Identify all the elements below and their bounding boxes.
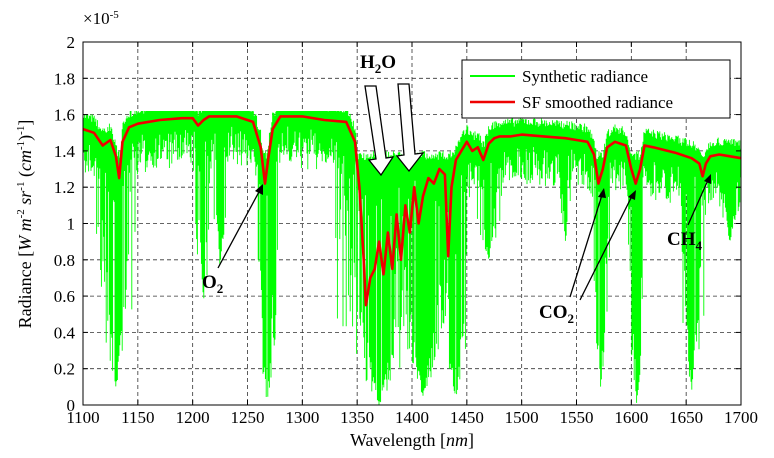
x-tick-label: 1200 (176, 408, 210, 427)
axis-ticks (82, 41, 742, 406)
x-tick-label: 1600 (614, 408, 648, 427)
x-tick-label: 1550 (560, 408, 594, 427)
y-tick-label: 0 (67, 396, 76, 415)
annotation-o2-arrowhead (255, 184, 263, 195)
annotation-ch4-arrow (687, 179, 709, 226)
y-multiplier: ×10-5 (83, 9, 119, 28)
y-tick-label: 1.8 (54, 69, 75, 88)
y-axis-label: Radiance [W m-2 sr-1 (cm-1)-1] (15, 120, 36, 329)
annotation-o2-arrow (217, 189, 261, 269)
annotation-h2o-arrow-left (364, 85, 395, 177)
annotation-o2-label: O2 (202, 272, 223, 296)
y-tick-label: 1.4 (54, 142, 76, 161)
y-tick-label: 1.2 (54, 178, 75, 197)
annotation-ch4-arrowhead (704, 174, 711, 184)
y-tick-label: 0.6 (54, 287, 75, 306)
y-tick-label: 0.2 (54, 360, 75, 379)
annotation-co2-arrowhead-2 (628, 190, 636, 200)
y-tick-label: 0.8 (54, 251, 75, 270)
annotation-co2-arrow-2 (579, 195, 633, 301)
x-tick-label: 1450 (450, 408, 484, 427)
legend-label-synthetic: Synthetic radiance (522, 67, 648, 86)
annotation-co2-arrow-1 (569, 194, 603, 298)
x-tick-label: 1250 (231, 408, 265, 427)
annotation-ch4-label: CH4 (667, 229, 703, 253)
y-tick-label: 1 (67, 215, 76, 234)
x-tick-label: 1350 (340, 408, 374, 427)
annotation-o2: O2 (202, 184, 263, 296)
annotation-co2: CO2 (539, 188, 636, 326)
series-sf-smoothed-radiance (82, 115, 742, 307)
annotation-h2o-arrow-right (395, 83, 425, 173)
annotation-h2o: H2O (360, 52, 425, 177)
x-tick-label: 1650 (669, 408, 703, 427)
annotation-co2-label: CO2 (539, 302, 574, 326)
x-tick-label: 1150 (121, 408, 154, 427)
legend-box (461, 59, 731, 119)
x-tick-label: 1300 (285, 408, 319, 427)
annotation-co2-arrowhead-1 (598, 188, 606, 198)
x-tick-label: 1100 (66, 408, 99, 427)
annotation-h2o-label: H2O (360, 52, 396, 76)
x-tick-labels: 1100 1150 1200 1250 1300 1350 1400 1450 1500 1550… (66, 408, 758, 427)
x-tick-label: 1500 (505, 408, 539, 427)
x-tick-label: 1700 (724, 408, 758, 427)
y-tick-label: 0.4 (54, 323, 76, 342)
y-tick-labels: 0 0.2 0.4 0.6 0.8 1 1.2 1.4 1.6 1.8 2 (54, 33, 76, 415)
annotation-ch4: CH4 (667, 174, 711, 253)
x-tick-label: 1400 (395, 408, 429, 427)
y-tick-label: 1.6 (54, 106, 75, 125)
y-tick-label: 2 (67, 33, 76, 52)
legend-label-smoothed: SF smoothed radiance (522, 93, 673, 112)
x-axis-label: Wavelength [nm] (350, 430, 474, 450)
legend: Synthetic radiance SF smoothed radiance (461, 59, 731, 119)
